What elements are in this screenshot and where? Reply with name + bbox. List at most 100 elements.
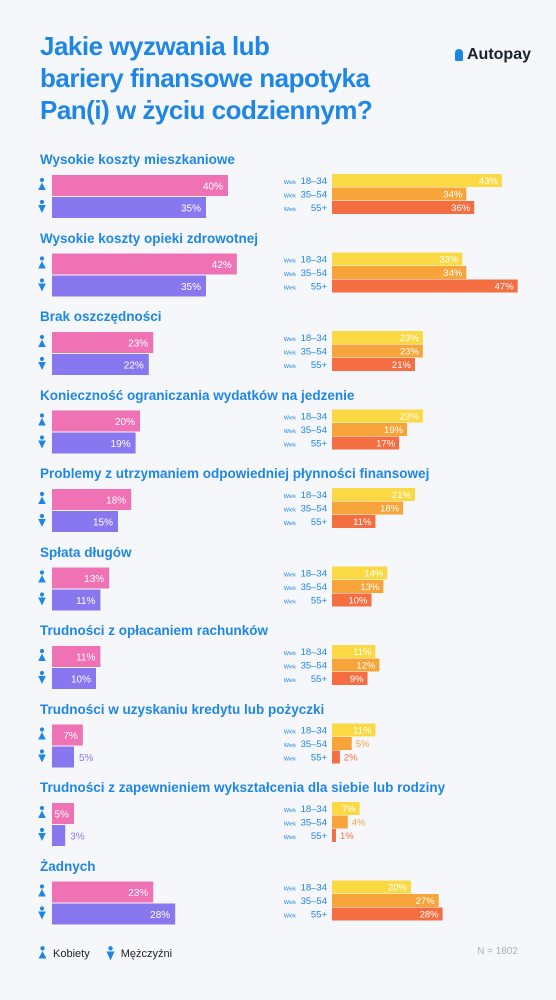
bar-age (332, 737, 352, 750)
category-label: Trudności z zapewnieniem wykształcenia d… (40, 780, 446, 795)
woman-icon (38, 339, 46, 347)
age-group-label: 55+ (311, 753, 328, 764)
woman-icon (39, 413, 45, 418)
age-group-label: 35–54 (301, 818, 327, 829)
age-group-label: 18–34 (301, 490, 327, 501)
value-label-age: 19% (384, 425, 404, 436)
category-label: Trudności z opłacaniem rachunków (40, 623, 269, 638)
value-label-age: 4% (352, 818, 366, 829)
value-label-age: 27% (416, 896, 436, 907)
man-icon (38, 676, 46, 684)
category-label: Konieczność ograniczania wydatków na jed… (40, 387, 355, 403)
man-icon (38, 440, 46, 449)
man-icon (38, 754, 46, 763)
value-label-age: 36% (451, 203, 471, 214)
man-icon (38, 597, 46, 606)
age-prefix-label: Wiek (284, 364, 296, 370)
value-label-men: 19% (111, 439, 131, 450)
age-group-label: 35–54 (301, 504, 327, 515)
page-title: Jakie wyzwania lub bariery finansowe nap… (40, 30, 400, 126)
age-prefix-label: Wiek (284, 180, 296, 186)
age-prefix-label: Wiek (284, 258, 296, 264)
woman-icon (38, 182, 46, 190)
category-label: Brak oszczędności (40, 309, 162, 324)
legend-men-label: Mężczyźni (120, 947, 173, 960)
value-label-age: 12% (356, 661, 376, 672)
title-line-2: bariery finansowe napotyka (40, 63, 370, 93)
bar-age (332, 174, 502, 187)
bar-women (52, 881, 154, 903)
man-icon (39, 749, 45, 754)
age-group-label: 18–34 (301, 804, 327, 815)
value-label-women: 23% (128, 888, 148, 899)
bar-age (332, 580, 384, 593)
age-group-label: 35–54 (301, 425, 327, 436)
age-group-label: 55+ (311, 674, 328, 685)
title-line-1: Jakie wyzwania lub (40, 31, 270, 61)
bar-age (332, 907, 443, 921)
man-icon (39, 356, 45, 362)
value-label-age: 9% (350, 674, 364, 685)
age-prefix-label: Wiek (284, 664, 296, 670)
legend-women-label: Kobiety (53, 947, 90, 960)
value-label-women: 20% (115, 417, 135, 428)
age-prefix-label: Wiek (284, 743, 296, 749)
category-label: Spłata długów (40, 544, 132, 560)
age-prefix-label: Wiek (284, 586, 296, 592)
woman-icon (38, 418, 46, 426)
age-prefix-label: Wiek (284, 494, 296, 500)
value-label-age: 13% (360, 582, 380, 593)
man-icon (39, 670, 45, 676)
age-group-label: 18–34 (301, 412, 327, 423)
age-group-label: 35–54 (301, 582, 327, 593)
woman-icon (39, 256, 45, 261)
value-label-men: 15% (93, 518, 113, 529)
bar-men (52, 746, 74, 768)
bar-age (332, 201, 475, 214)
bar-age (332, 593, 372, 607)
man-icon (39, 592, 45, 597)
value-label-men: 11% (76, 596, 95, 607)
legend-men: Mężczyźni (106, 946, 172, 961)
age-prefix-label: Wiek (284, 756, 296, 762)
age-group-label: 18–34 (301, 883, 327, 894)
man-icon (39, 827, 45, 833)
value-label-age: 23% (400, 347, 420, 358)
age-group-label: 55+ (311, 517, 328, 528)
bar-men (52, 432, 136, 454)
value-label-women: 7% (63, 731, 78, 742)
age-group-label: 55+ (311, 596, 328, 607)
age-group-label: 18–34 (301, 255, 327, 266)
value-label-age: 28% (420, 910, 440, 921)
man-icon (39, 435, 45, 440)
man-icon (39, 513, 45, 519)
age-prefix-label: Wiek (284, 808, 296, 814)
bar-age (332, 501, 404, 515)
woman-icon (38, 496, 46, 504)
woman-icon (39, 334, 45, 340)
value-label-age: 21% (392, 360, 412, 371)
bar-age (332, 750, 340, 764)
bar-women (52, 724, 83, 746)
woman-icon (39, 648, 45, 654)
category-label: Wysokie koszty opieki zdrowotnej (40, 230, 259, 246)
bar-women (52, 175, 228, 196)
bar-age (332, 331, 423, 344)
man-icon (38, 283, 46, 292)
autopay-logo-icon (455, 49, 463, 61)
woman-icon (38, 889, 46, 897)
age-group-label: 35–54 (301, 739, 327, 750)
value-label-women: 13% (84, 574, 104, 585)
bar-age (332, 409, 423, 423)
bar-men (52, 354, 149, 375)
value-label-age: 11% (353, 647, 372, 658)
value-label-age: 11% (353, 517, 372, 528)
value-label-women: 11% (76, 653, 95, 664)
bar-age (332, 894, 439, 907)
man-icon (106, 946, 115, 961)
category-label: Trudności w uzyskaniu kredytu lub pożycz… (40, 701, 325, 717)
bar-age (332, 187, 467, 201)
brand-name: Autopay (467, 46, 531, 63)
age-prefix-label: Wiek (284, 835, 296, 841)
bar-age (332, 645, 376, 658)
